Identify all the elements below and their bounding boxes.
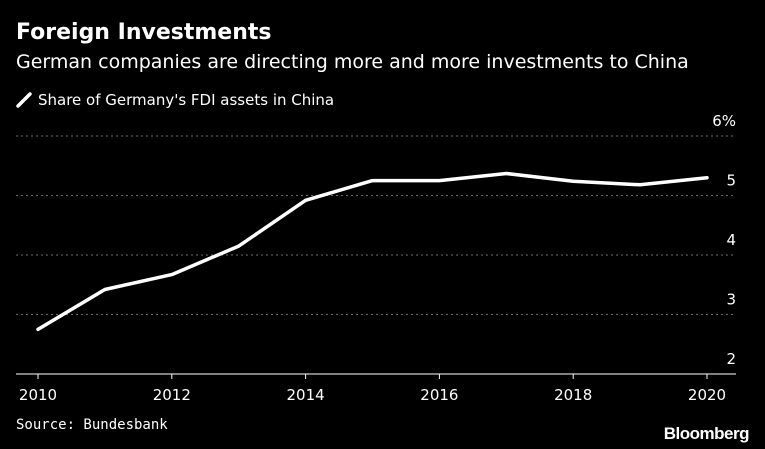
x-tick-label: 2014	[287, 386, 325, 404]
series-line-0	[36, 171, 709, 332]
data-point-2013	[237, 244, 241, 248]
y-tick-label: 3	[726, 291, 736, 309]
data-point-2020	[705, 176, 709, 180]
data-point-2017	[504, 171, 508, 175]
y-tick-label: 4	[726, 231, 736, 249]
y-tick-label: 2	[726, 350, 736, 368]
y-tick-label: 5	[726, 172, 736, 190]
data-point-2019	[638, 183, 642, 187]
x-tick-label: 2020	[688, 386, 726, 404]
x-tick-label: 2010	[19, 386, 57, 404]
legend-swatch-icon	[16, 92, 32, 108]
data-point-2011	[103, 288, 107, 292]
chart-title: Foreign Investments	[16, 20, 272, 45]
data-point-2018	[571, 179, 575, 183]
x-tick-label: 2016	[420, 386, 458, 404]
legend-label: Share of Germany's FDI assets in China	[38, 91, 335, 109]
source-note: Source: Bundesbank	[16, 417, 168, 433]
data-point-2010	[36, 327, 40, 331]
data-point-2012	[170, 273, 174, 277]
y-tick-label: 6%	[712, 112, 736, 130]
legend: Share of Germany's FDI assets in China	[16, 89, 334, 111]
chart-subtitle: German companies are directing more and …	[16, 51, 689, 73]
bloomberg-logo: Bloomberg	[663, 424, 750, 443]
x-tick-label: 2012	[153, 386, 191, 404]
data-point-2016	[437, 179, 441, 183]
data-point-2015	[371, 179, 374, 183]
data-point-2014	[304, 198, 308, 202]
x-tick-label: 2018	[554, 386, 592, 404]
